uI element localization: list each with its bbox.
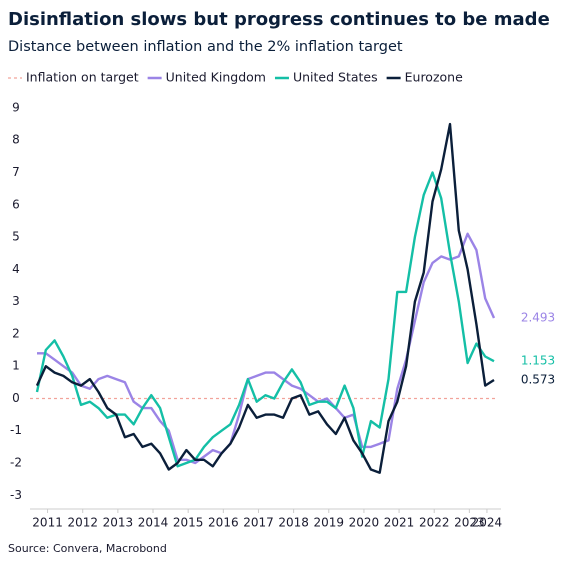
- chart-subtitle: Distance between inflation and the 2% in…: [8, 39, 403, 55]
- x-tick-label: 2022: [419, 516, 450, 530]
- end-label: 0.573: [521, 372, 555, 386]
- y-tick-label: 6: [12, 197, 20, 211]
- x-tick-label: 2021: [384, 516, 415, 530]
- series-line: [37, 232, 496, 465]
- y-tick-label: 9: [12, 100, 20, 114]
- x-tick-label: 2019: [313, 516, 344, 530]
- series-line: [35, 171, 495, 468]
- y-tick-label: -1: [10, 423, 22, 437]
- x-tick-label: 2017: [243, 516, 274, 530]
- y-tick-label: 1: [12, 359, 20, 373]
- y-tick-label: 0: [12, 391, 20, 405]
- x-tick-label: 2016: [208, 516, 239, 530]
- y-tick-label: 2: [12, 326, 20, 340]
- chart-title: Disinflation slows but progress continue…: [8, 9, 550, 30]
- x-tick-label: 2018: [278, 516, 309, 530]
- x-tick-label: 2015: [173, 516, 204, 530]
- x-tick-label: 2014: [138, 516, 169, 530]
- end-label: 2.493: [521, 310, 555, 324]
- x-tick-label: 2023: [454, 516, 485, 530]
- y-tick-label: 5: [12, 230, 20, 244]
- x-tick-label: 2012: [67, 516, 98, 530]
- y-tick-label: 8: [12, 133, 20, 147]
- legend-label: United States: [293, 70, 378, 85]
- y-tick-label: 3: [12, 294, 20, 308]
- x-tick-label: 2013: [103, 516, 134, 530]
- x-tick-label: 2020: [349, 516, 380, 530]
- y-tick-label: 7: [12, 165, 20, 179]
- y-tick-label: -2: [10, 456, 22, 470]
- y-tick-label: 4: [12, 262, 20, 276]
- x-tick-label: 2024: [472, 516, 503, 530]
- source: Source: Convera, Macrobond: [8, 542, 167, 555]
- series-line: [35, 122, 495, 474]
- legend-label: United Kingdom: [166, 70, 266, 85]
- legend-label: Inflation on target: [26, 70, 139, 85]
- x-tick-label: 2011: [32, 516, 63, 530]
- legend-label: Eurozone: [405, 70, 463, 85]
- end-label: 1.153: [521, 354, 555, 368]
- y-tick-label: -3: [10, 488, 22, 502]
